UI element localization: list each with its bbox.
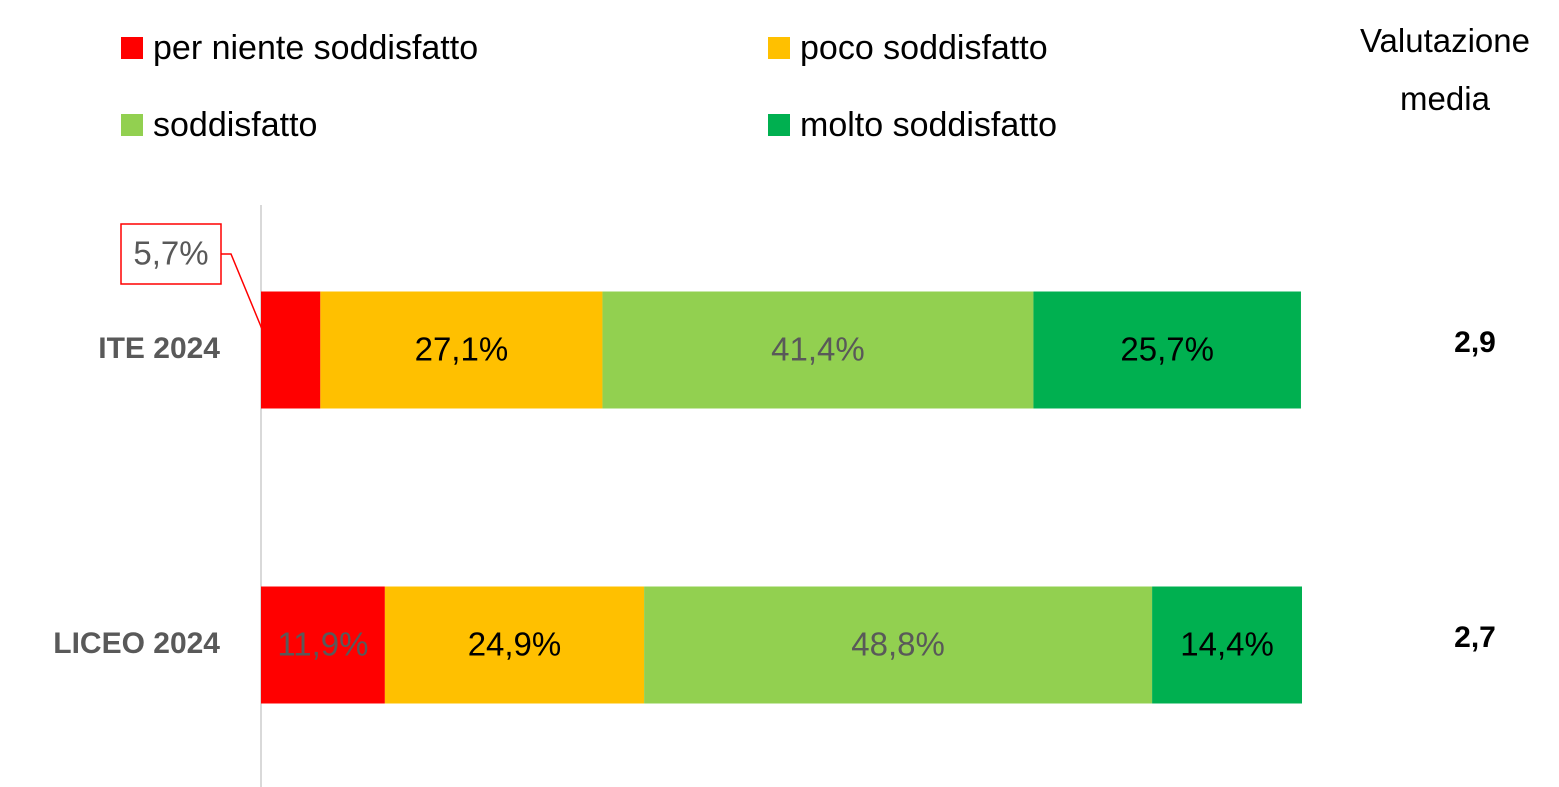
- mean-title: Valutazione media: [1359, 22, 1530, 117]
- bar-segment: [1033, 291, 1301, 409]
- bar-segment: [384, 586, 645, 704]
- value-label: 14,4%: [1180, 626, 1274, 663]
- value-label: 5,7%: [133, 235, 208, 272]
- mean-rating: 2,9: [1454, 326, 1496, 359]
- legend-label: per niente soddisfatto: [153, 29, 478, 67]
- callout-leader: [221, 253, 272, 351]
- legend-label: molto soddisfatto: [800, 106, 1057, 144]
- category-label: ITE 2024: [98, 332, 220, 365]
- mean-rating: 2,7: [1454, 621, 1496, 654]
- bar-segment: [320, 291, 603, 409]
- bar-segment: [602, 291, 1034, 409]
- legend-label: soddisfatto: [153, 106, 317, 144]
- category-label: LICEO 2024: [53, 627, 220, 660]
- value-label: 27,1%: [415, 331, 509, 368]
- legend-swatch: [121, 37, 143, 59]
- bar-segment: [1152, 586, 1302, 704]
- value-label: 25,7%: [1120, 331, 1214, 368]
- value-label: 24,9%: [468, 626, 562, 663]
- bar-segment: [261, 586, 385, 704]
- value-label: 11,9%: [277, 626, 368, 663]
- legend-swatch: [121, 114, 143, 136]
- legend-swatch: [768, 37, 790, 59]
- bar-segment: [261, 291, 321, 409]
- value-label: 41,4%: [771, 331, 865, 368]
- legend-label: poco soddisfatto: [800, 29, 1048, 67]
- value-label: 48,8%: [851, 626, 945, 663]
- legend-swatch: [768, 114, 790, 136]
- bar-segment: [644, 586, 1153, 704]
- callout-box: [120, 223, 222, 285]
